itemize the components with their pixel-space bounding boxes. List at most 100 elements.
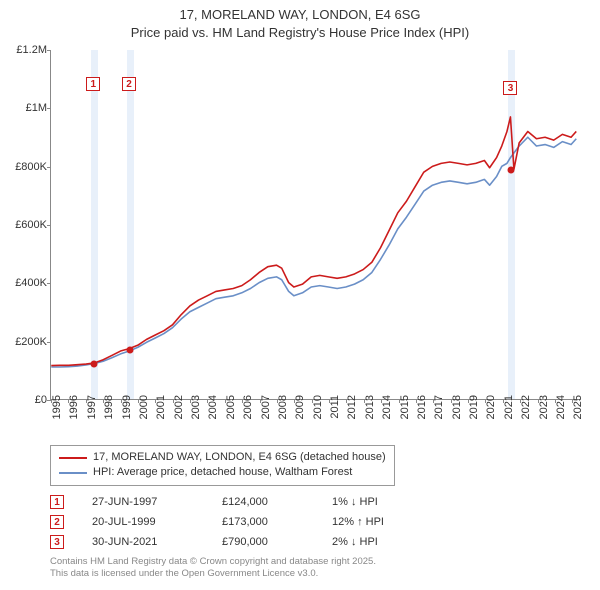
y-tick-mark [47,225,51,226]
tx-diff: 2% ↓ HPI [332,536,442,548]
y-tick-label: £800K [3,161,47,173]
x-tick-mark [399,399,400,403]
chart-title: 17, MORELAND WAY, LONDON, E4 6SG Price p… [0,0,600,41]
x-tick-mark [155,399,156,403]
x-tick-mark [173,399,174,403]
x-tick-mark [572,399,573,403]
tx-price: £173,000 [222,516,332,528]
x-tick-mark [207,399,208,403]
x-tick-mark [190,399,191,403]
x-tick-mark [364,399,365,403]
x-tick-mark [346,399,347,403]
x-tick-label: 2008 [277,395,289,419]
tx-diff: 12% ↑ HPI [332,516,442,528]
chart-marker-dot [127,346,134,353]
x-tick-label: 2000 [138,395,150,419]
table-row: 2 20-JUL-1999 £173,000 12% ↑ HPI [50,512,442,532]
y-tick-mark [47,342,51,343]
legend-label: 17, MORELAND WAY, LONDON, E4 6SG (detach… [93,450,386,465]
tx-marker-box: 3 [50,535,64,549]
tx-diff: 1% ↓ HPI [332,496,442,508]
table-row: 3 30-JUN-2021 £790,000 2% ↓ HPI [50,532,442,552]
x-tick-label: 2015 [399,395,411,419]
x-tick-label: 2007 [260,395,272,419]
x-tick-label: 2021 [503,395,515,419]
legend-item: HPI: Average price, detached house, Walt… [59,465,386,480]
chart-marker-box: 3 [503,81,517,95]
x-tick-mark [103,399,104,403]
x-tick-label: 2019 [468,395,480,419]
x-tick-label: 2012 [346,395,358,419]
y-tick-mark [47,108,51,109]
legend-swatch [59,472,87,474]
x-tick-mark [381,399,382,403]
x-tick-label: 2020 [485,395,497,419]
x-tick-mark [468,399,469,403]
y-tick-label: £600K [3,219,47,231]
x-tick-mark [485,399,486,403]
x-tick-mark [277,399,278,403]
x-tick-mark [51,399,52,403]
x-tick-mark [451,399,452,403]
x-tick-label: 1997 [86,395,98,419]
title-address: 17, MORELAND WAY, LONDON, E4 6SG [0,6,600,24]
x-tick-label: 2013 [364,395,376,419]
x-tick-mark [225,399,226,403]
x-tick-label: 2014 [381,395,393,419]
x-tick-label: 2009 [294,395,306,419]
x-tick-mark [121,399,122,403]
y-tick-mark [47,167,51,168]
chart-marker-dot [91,360,98,367]
transaction-table: 1 27-JUN-1997 £124,000 1% ↓ HPI 2 20-JUL… [50,492,442,552]
series-hpi [51,137,576,367]
x-tick-label: 2005 [225,395,237,419]
x-tick-mark [503,399,504,403]
x-tick-label: 2010 [312,395,324,419]
tx-date: 30-JUN-2021 [92,536,222,548]
legend-item: 17, MORELAND WAY, LONDON, E4 6SG (detach… [59,450,386,465]
x-tick-label: 1996 [68,395,80,419]
x-tick-label: 2022 [520,395,532,419]
y-tick-label: £1.2M [3,44,47,56]
x-tick-mark [538,399,539,403]
legend-swatch [59,457,87,459]
chart-marker-dot [508,166,515,173]
chart-marker-box: 1 [86,77,100,91]
x-tick-label: 2006 [242,395,254,419]
x-tick-mark [555,399,556,403]
chart-container: 17, MORELAND WAY, LONDON, E4 6SG Price p… [0,0,600,590]
x-tick-label: 1999 [121,395,133,419]
x-tick-mark [416,399,417,403]
tx-date: 20-JUL-1999 [92,516,222,528]
x-tick-label: 2024 [555,395,567,419]
x-tick-label: 2023 [538,395,550,419]
y-tick-label: £0 [3,394,47,406]
x-tick-mark [329,399,330,403]
attribution-line: This data is licensed under the Open Gov… [50,568,376,580]
attribution-line: Contains HM Land Registry data © Crown c… [50,556,376,568]
x-tick-label: 2001 [155,395,167,419]
tx-date: 27-JUN-1997 [92,496,222,508]
table-row: 1 27-JUN-1997 £124,000 1% ↓ HPI [50,492,442,512]
legend-label: HPI: Average price, detached house, Walt… [93,465,352,480]
chart-marker-box: 2 [122,77,136,91]
legend: 17, MORELAND WAY, LONDON, E4 6SG (detach… [50,445,395,486]
x-tick-mark [312,399,313,403]
y-tick-mark [47,50,51,51]
tx-price: £790,000 [222,536,332,548]
tx-price: £124,000 [222,496,332,508]
y-tick-mark [47,283,51,284]
x-tick-mark [260,399,261,403]
x-tick-mark [68,399,69,403]
x-tick-label: 2017 [433,395,445,419]
tx-marker-box: 1 [50,495,64,509]
y-tick-label: £1M [3,102,47,114]
x-tick-label: 2004 [207,395,219,419]
plot-area: £0£200K£400K£600K£800K£1M£1.2M1995199619… [50,50,580,400]
x-tick-label: 2011 [329,395,341,419]
x-tick-label: 2002 [173,395,185,419]
y-tick-label: £200K [3,336,47,348]
x-tick-label: 2018 [451,395,463,419]
x-tick-mark [138,399,139,403]
x-tick-mark [294,399,295,403]
